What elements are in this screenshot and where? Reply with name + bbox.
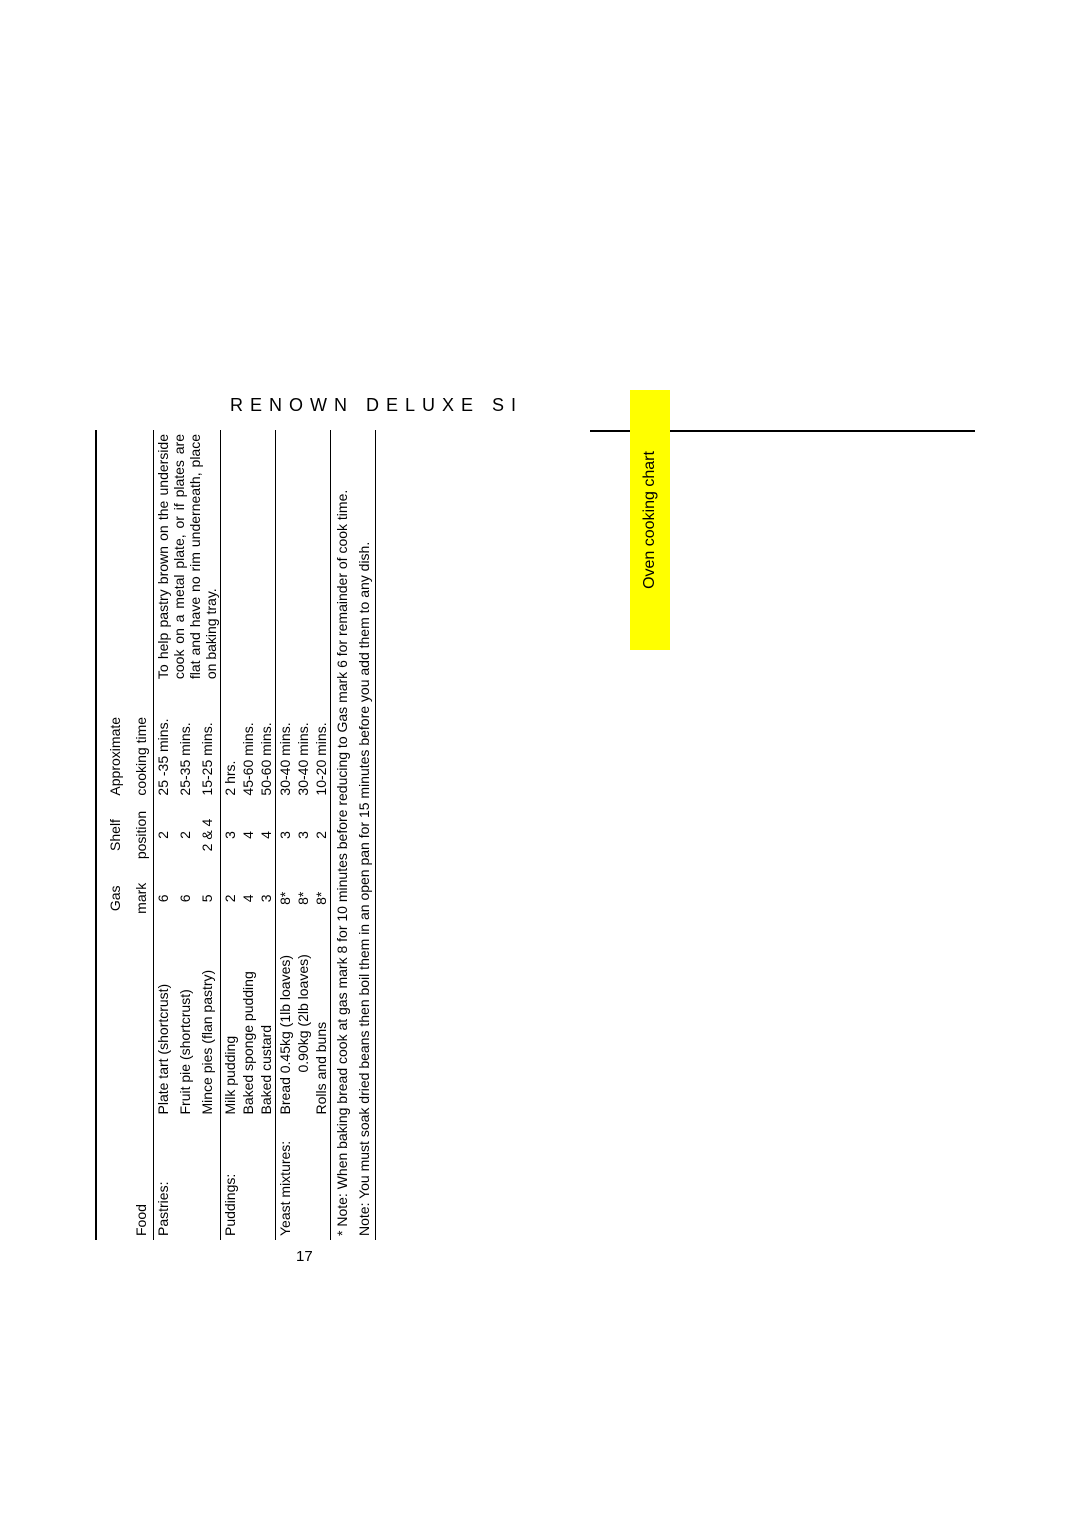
footnote: * Note: When baking bread cook at gas ma…: [331, 430, 353, 1240]
shelf-position: 4: [239, 800, 257, 871]
gas-mark: 6: [154, 870, 176, 926]
col-item-h2: [127, 926, 153, 1118]
row-note: [294, 430, 312, 683]
food-item: Baked custard: [257, 926, 275, 1118]
col-time-h1: Approximate: [101, 683, 127, 799]
row-note: [276, 430, 294, 683]
cook-time: 30-40 mins.: [276, 683, 294, 799]
shelf-position: 2: [154, 800, 176, 871]
table-body: Pastries:Plate tart (shortcrust)6225 -35…: [153, 430, 330, 1240]
section-label: [294, 1119, 312, 1241]
section-label: Puddings:: [221, 1119, 239, 1241]
shelf-position: 3: [221, 800, 239, 871]
page-number: 17: [296, 1248, 313, 1265]
row-note: [257, 430, 275, 683]
row-note: [239, 430, 257, 683]
row-note: To help pastry brown on the underside co…: [154, 430, 220, 683]
cook-time: 50-60 mins.: [257, 683, 275, 799]
table-row: 0.90kg (2lb loaves)8*330-40 mins.: [294, 430, 312, 1240]
cook-time: 25-35 mins.: [176, 683, 198, 799]
gas-mark: 6: [176, 870, 198, 926]
col-gas-h2: mark: [127, 870, 153, 926]
col-food-h1: [101, 1119, 127, 1241]
section-label: [198, 1119, 220, 1241]
table-row: Puddings:Milk pudding232 hrs.: [221, 430, 239, 1240]
gas-mark: 5: [198, 870, 220, 926]
gas-mark: 3: [257, 870, 275, 926]
table-row: Baked sponge pudding4445-60 mins.: [239, 430, 257, 1240]
shelf-position: 2 & 4: [198, 800, 220, 871]
section-label: [312, 1119, 330, 1241]
cook-time: 45-60 mins.: [239, 683, 257, 799]
food-item: 0.90kg (2lb loaves): [294, 926, 312, 1118]
col-food-h2: Food: [127, 1119, 153, 1241]
food-item: Plate tart (shortcrust): [154, 926, 176, 1118]
table-row: Pastries:Plate tart (shortcrust)6225 -35…: [154, 430, 176, 1240]
section-label: Yeast mixtures:: [276, 1119, 294, 1241]
section-label: [239, 1119, 257, 1241]
gas-mark: 8*: [294, 870, 312, 926]
cook-time: 10-20 mins.: [312, 683, 330, 799]
food-item: Milk pudding: [221, 926, 239, 1118]
footnote: Note: You must soak dried beans then boi…: [353, 430, 375, 1240]
col-item-h1: [101, 926, 127, 1118]
post-footnote-rule: [375, 430, 376, 1240]
food-item: Baked sponge pudding: [239, 926, 257, 1118]
section-label: [176, 1119, 198, 1241]
page-header: RENOWN DELUXE SI: [230, 395, 523, 416]
shelf-position: 3: [276, 800, 294, 871]
chart-table: Gas Shelf Approximate Food mark position…: [101, 430, 330, 1240]
shelf-position: 3: [294, 800, 312, 871]
cook-time: 30-40 mins.: [294, 683, 312, 799]
gas-mark: 8*: [276, 870, 294, 926]
rotated-content: Gas Shelf Approximate Food mark position…: [95, 430, 480, 1240]
shelf-position: 2: [312, 800, 330, 871]
section-label: Pastries:: [154, 1119, 176, 1241]
gas-mark: 2: [221, 870, 239, 926]
food-item: Bread 0.45kg (1lb loaves): [276, 926, 294, 1118]
content-wrap: Gas Shelf Approximate Food mark position…: [95, 430, 480, 1240]
gas-mark: 8*: [312, 870, 330, 926]
col-note-h2: [127, 430, 153, 683]
footnotes: * Note: When baking bread cook at gas ma…: [331, 430, 375, 1240]
food-item: Fruit pie (shortcrust): [176, 926, 198, 1118]
table-head: Gas Shelf Approximate Food mark position…: [101, 430, 153, 1240]
col-note-h1: [101, 430, 127, 683]
row-note: [312, 430, 330, 683]
col-gas-h1: Gas: [101, 870, 127, 926]
table-row: Rolls and buns8*210-20 mins.: [312, 430, 330, 1240]
shelf-position: 4: [257, 800, 275, 871]
section-tab: Oven cooking chart: [630, 390, 670, 650]
shelf-position: 2: [176, 800, 198, 871]
col-time-h2: cooking time: [127, 683, 153, 799]
section-tab-label: Oven cooking chart: [641, 451, 659, 589]
food-item: Rolls and buns: [312, 926, 330, 1118]
top-rule: [95, 430, 97, 1240]
table-row: Baked custard3450-60 mins.: [257, 430, 275, 1240]
cooking-chart: Gas Shelf Approximate Food mark position…: [95, 430, 376, 1240]
cook-time: 25 -35 mins.: [154, 683, 176, 799]
col-shelf-h2: position: [127, 800, 153, 871]
col-shelf-h1: Shelf: [101, 800, 127, 871]
row-note: [221, 430, 239, 683]
gas-mark: 4: [239, 870, 257, 926]
cook-time: 2 hrs.: [221, 683, 239, 799]
table-row: Yeast mixtures:Bread 0.45kg (1lb loaves)…: [276, 430, 294, 1240]
cook-time: 15-25 mins.: [198, 683, 220, 799]
food-item: Mince pies (flan pastry): [198, 926, 220, 1118]
section-label: [257, 1119, 275, 1241]
